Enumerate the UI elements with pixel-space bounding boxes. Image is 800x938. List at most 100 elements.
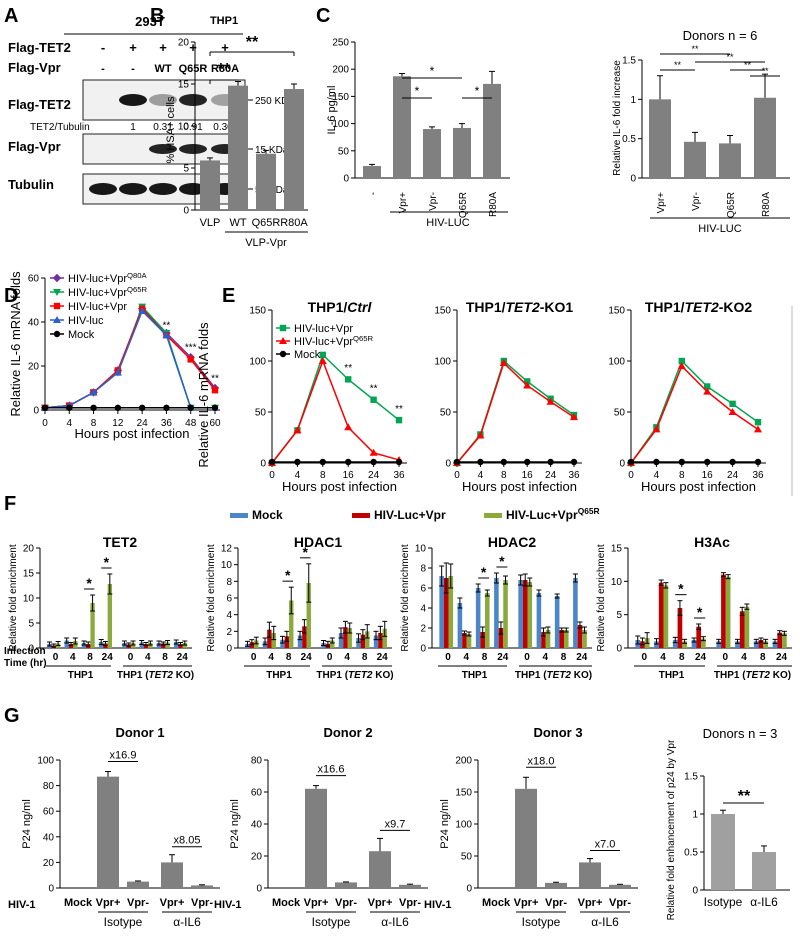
tet2-mark: - (101, 40, 105, 55)
y-tick-label: 0 (619, 459, 625, 470)
bar (462, 633, 467, 648)
sig-mark: ** (163, 321, 171, 332)
band-tubulin (89, 183, 117, 195)
y-tick-label: 0 (226, 644, 232, 655)
time-label: 24 (695, 652, 707, 663)
time-label: 8 (482, 652, 488, 663)
x-tick-label: Vpr+ (578, 897, 603, 909)
time-label: 0 (251, 652, 257, 663)
x-axis-label: Hours post infection (282, 479, 397, 494)
bar (503, 580, 508, 648)
x-tick-label: Q65R (252, 217, 281, 229)
x-tick-label: 36 (568, 470, 580, 481)
y-axis-label: P24 ng/ml (21, 799, 33, 849)
bar (267, 629, 272, 648)
legend-label-sup: Q65R (578, 506, 600, 516)
data-point (703, 387, 712, 395)
x-tick-label: 8 (501, 470, 507, 481)
x-axis-label: Hours post infection (641, 479, 756, 494)
sig-mark: ** (211, 373, 219, 384)
y-tick-label: 0 (256, 884, 262, 895)
sig-mark: ** (246, 34, 259, 51)
data-point (754, 458, 762, 466)
series-line (271, 353, 400, 464)
y-axis-label: Relative IL-6 mRNA folds (196, 322, 211, 468)
size-label: 250 KDa (255, 96, 294, 107)
x-tick-label: 24 (545, 470, 557, 481)
chart-title: THP1/TET2-KO1 (466, 299, 574, 315)
chart-title: H3Ac (694, 534, 730, 550)
y-tick-label: 150 (434, 306, 451, 317)
chart-title: HDAC2 (488, 534, 536, 550)
bar (139, 642, 144, 648)
bar (559, 630, 564, 648)
bar (330, 640, 335, 648)
sig-mark: ** (344, 363, 352, 374)
bar (161, 643, 166, 648)
panel-e-charts: Relative IL-6 mRNA folds 0 50 100 150 0 4 8 16 24… (196, 299, 793, 496)
bar (475, 588, 481, 648)
bar (753, 641, 759, 648)
x-tick-label: Mock (272, 897, 301, 909)
band-tet2 (179, 94, 207, 106)
data-point (499, 359, 508, 367)
data-point (652, 425, 661, 433)
bar (483, 83, 501, 178)
bar (191, 885, 213, 888)
bar (356, 638, 361, 648)
group-label: THP1 (TET2 KO) (316, 670, 393, 681)
group-label-part: THP1 ( (515, 670, 547, 681)
legend-label: HIV-luc+VprQ65R (294, 334, 374, 349)
chart-title: TET2 (103, 534, 137, 550)
time-label: 24 (576, 652, 588, 663)
y-tick-label: 20 (178, 38, 190, 49)
x-axis-label: Hours post infection (75, 426, 190, 441)
group-label: Isotype (522, 915, 561, 929)
band-tubulin (149, 183, 177, 195)
x-tick-label: Isotype (704, 895, 743, 909)
y-tick-label: 200 (332, 65, 349, 76)
panel-label: A (4, 5, 18, 27)
group-label-part: KO) (571, 670, 592, 681)
data-point (754, 425, 762, 433)
ratio-value: 1 (130, 122, 136, 133)
x-tick-label: Vpr+ (160, 897, 185, 909)
bar (609, 884, 631, 888)
x-tick-label: 4 (478, 470, 484, 481)
bar (518, 580, 523, 648)
x-tick-label: R80A (488, 192, 499, 217)
bar (335, 882, 357, 888)
x-tick-label: 16 (343, 470, 355, 481)
y-tick-label: 20 (251, 852, 263, 863)
y-tick-label: 50 (461, 852, 473, 863)
sig-mark: * (475, 84, 480, 98)
bar (579, 862, 601, 888)
y-tick-label: 50 (255, 408, 267, 419)
time-label: 8 (162, 652, 168, 663)
chart-title: THP1 (210, 15, 238, 27)
vpr-mark: Q65R (179, 63, 208, 75)
bar (228, 85, 248, 210)
y-tick-label: 0 (420, 644, 426, 655)
y-tick-label: 5 (616, 610, 622, 621)
y-tick-label: 60 (251, 788, 263, 799)
bar (573, 578, 578, 648)
panel-f-subchart-3: 0 5 10 15 H3Ac Relative fold enrichment 0 4 8 * 24… (596, 534, 792, 681)
y-tick-label: 0 (183, 206, 189, 217)
x-tick-label: Vpr- (428, 192, 439, 211)
ratio-value: 0.31 (153, 122, 173, 133)
title-part: THP1/ (466, 299, 506, 315)
y-tick-label: 50 (614, 408, 626, 419)
data-point (395, 458, 403, 466)
data-point (754, 419, 762, 426)
y-axis-label: Relative fold enhancement of p24 by Vpr (666, 739, 677, 920)
x-tick-label: Vpr+ (514, 897, 539, 909)
sig-mark: * (285, 567, 291, 583)
legend-label-main: HIV-luc+Vpr (68, 287, 127, 299)
y-tick-label: 1.5 (684, 772, 698, 783)
bar (97, 776, 119, 888)
bar (360, 634, 366, 648)
data-point (728, 408, 737, 415)
